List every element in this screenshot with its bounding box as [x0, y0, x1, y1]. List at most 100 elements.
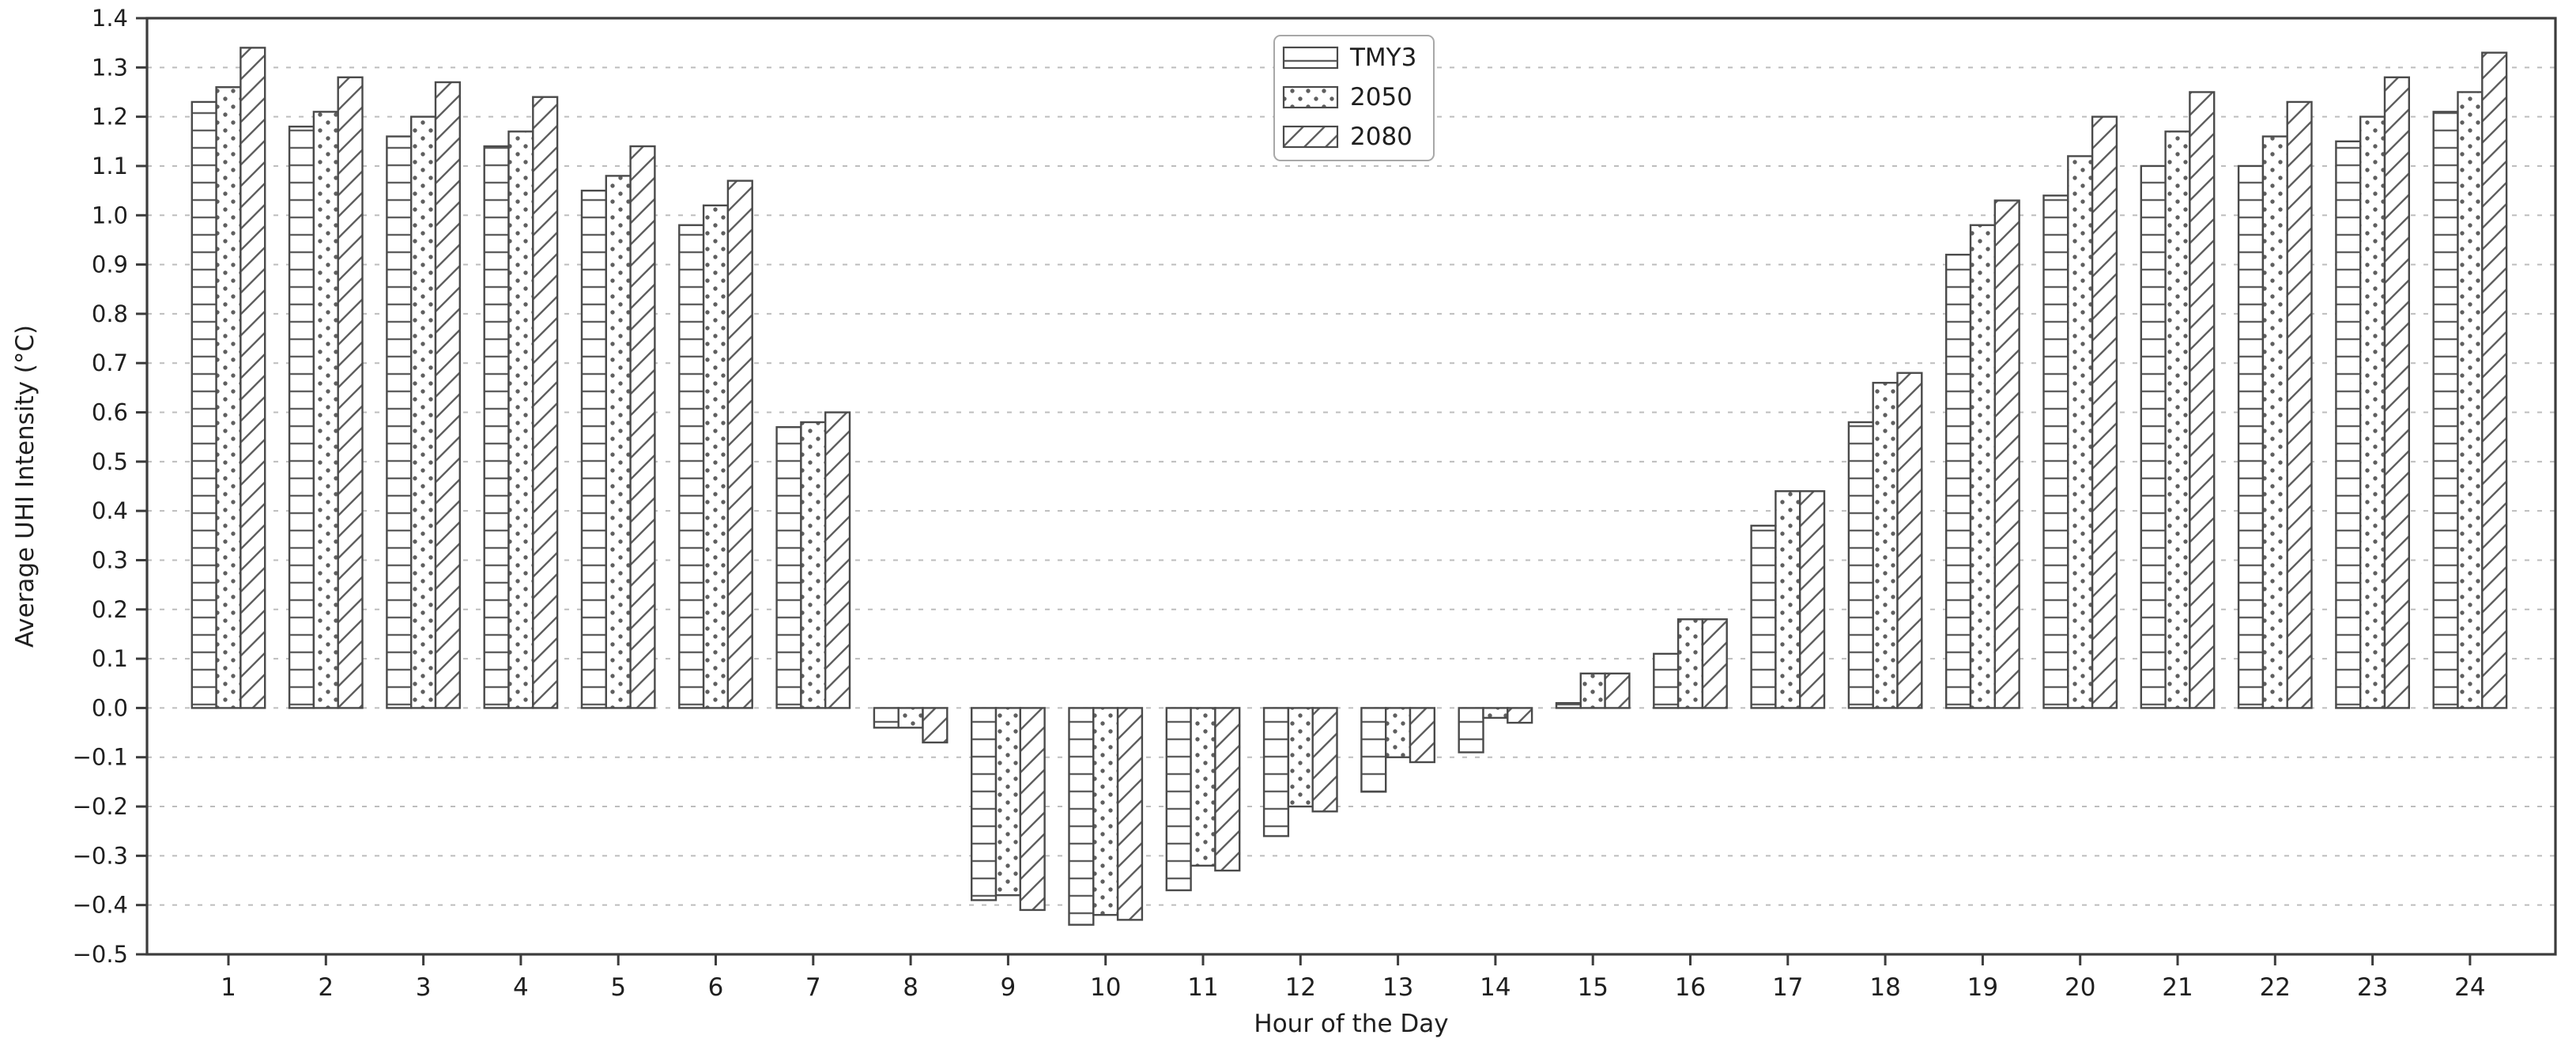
- bar-hour22-2080: [2286, 100, 2313, 709]
- bar-hour22-TMY3: [2237, 164, 2265, 709]
- y-axis-tick-label: 0.1: [92, 645, 128, 672]
- y-axis-tick-label: 0.7: [92, 349, 128, 376]
- bar-hour19-TMY3: [1944, 253, 1972, 709]
- bar-hour5-2080: [629, 145, 656, 709]
- x-axis-tick-label: 16: [1675, 973, 1706, 1002]
- bar-hour24-2050: [2457, 91, 2484, 709]
- y-axis-tick-label: −0.4: [73, 892, 128, 919]
- bar-hour18-2080: [1896, 372, 1923, 709]
- x-axis-tick-label: 14: [1480, 973, 1511, 1002]
- bar-hour15-2050: [1579, 672, 1606, 709]
- bar-hour11-2080: [1214, 707, 1241, 872]
- bar-hour19-2050: [1969, 224, 1996, 709]
- x-axis-tick-label: 22: [2260, 973, 2291, 1002]
- bar-hour13-2050: [1384, 707, 1412, 758]
- bar-hour21-2080: [2189, 91, 2216, 709]
- bar-hour16-2050: [1676, 618, 1704, 709]
- y-axis-tick-label: −0.5: [73, 941, 128, 968]
- x-axis-tick-label: 23: [2357, 973, 2388, 1002]
- bar-hour10-TMY3: [1068, 707, 1095, 926]
- bar-hour23-TMY3: [2335, 140, 2362, 709]
- bar-hour23-2080: [2383, 76, 2410, 709]
- x-axis-tick-label: 8: [903, 973, 918, 1002]
- bar-hour2-TMY3: [288, 125, 315, 709]
- bar-hour13-TMY3: [1360, 707, 1387, 793]
- bar-hour8-2050: [897, 707, 924, 729]
- x-axis-tick-label: 19: [1967, 973, 1998, 1002]
- legend-swatch-2050: [1282, 85, 1339, 109]
- bar-hour11-TMY3: [1165, 707, 1192, 892]
- y-axis-tick-label: 0.4: [92, 497, 128, 524]
- bar-hour6-2050: [702, 204, 730, 709]
- bar-hour4-2050: [507, 130, 534, 709]
- bar-hour9-TMY3: [970, 707, 998, 901]
- bar-hour8-TMY3: [873, 707, 900, 729]
- bar-hour20-2080: [2091, 115, 2118, 709]
- bar-hour2-2080: [337, 76, 364, 709]
- y-axis-tick-label: 0.0: [92, 694, 128, 721]
- bar-hour21-TMY3: [2140, 164, 2167, 709]
- bar-hour16-TMY3: [1653, 652, 1680, 709]
- y-axis-tick-label: −0.1: [73, 744, 128, 771]
- bar-hour7-2050: [800, 421, 827, 709]
- x-axis-tick-label: 20: [2065, 973, 2095, 1002]
- bar-hour1-2050: [215, 86, 242, 709]
- x-axis-tick-label: 15: [1577, 973, 1608, 1002]
- legend: TMY3 2050 2080: [1273, 35, 1435, 161]
- bar-hour15-TMY3: [1555, 701, 1582, 709]
- x-axis-tick-label: 5: [610, 973, 626, 1002]
- bar-hour19-2080: [1993, 199, 2020, 709]
- legend-item-label: 2050: [1350, 83, 1412, 111]
- bar-hour5-TMY3: [580, 189, 607, 709]
- x-axis-tick-label: 12: [1285, 973, 1316, 1002]
- x-axis-title: Hour of the Day: [1254, 1010, 1448, 1038]
- bar-hour17-TMY3: [1750, 524, 1777, 709]
- bar-hour3-2080: [434, 81, 461, 709]
- bar-hour14-TMY3: [1458, 707, 1484, 754]
- legend-item-label: TMY3: [1349, 43, 1416, 72]
- bar-hour13-2080: [1409, 707, 1435, 764]
- bar-hour5-2050: [605, 175, 632, 709]
- y-axis-tick-label: 1.4: [92, 5, 128, 32]
- bar-hour22-2050: [2261, 135, 2288, 709]
- x-axis-tick-label: 7: [805, 973, 821, 1002]
- y-axis-tick-label: 1.1: [92, 153, 128, 179]
- x-axis-tick-label: 18: [1869, 973, 1900, 1002]
- bar-hour21-2050: [2164, 130, 2191, 709]
- bar-hour3-2050: [410, 115, 437, 709]
- bar-hour16-2080: [1701, 618, 1728, 709]
- bar-hour1-TMY3: [190, 100, 217, 709]
- x-axis-tick-label: 4: [513, 973, 529, 1002]
- bar-hour20-TMY3: [2042, 195, 2069, 709]
- plot-border: [145, 17, 2557, 956]
- y-axis-tick-label: 0.5: [92, 448, 128, 475]
- y-axis-tick-label: 0.2: [92, 596, 128, 623]
- bar-hour12-2050: [1287, 707, 1314, 808]
- bar-hour20-2050: [2067, 155, 2094, 709]
- x-axis-tick-label: 10: [1090, 973, 1121, 1002]
- y-axis-tick-label: 0.9: [92, 251, 128, 278]
- bar-hour9-2080: [1019, 707, 1046, 912]
- x-axis-tick-label: 11: [1187, 973, 1218, 1002]
- bar-hour15-2080: [1604, 672, 1631, 709]
- bar-hour4-2080: [532, 96, 559, 709]
- bar-hour8-2080: [922, 707, 949, 744]
- bar-hour1-2080: [239, 47, 266, 709]
- bar-hour14-2080: [1507, 707, 1533, 724]
- bar-hour23-2050: [2359, 115, 2386, 709]
- y-axis-tick-label: 1.2: [92, 104, 128, 130]
- x-axis-tick-label: 21: [2162, 973, 2193, 1002]
- x-axis-tick-label: 2: [318, 973, 334, 1002]
- bar-hour7-2080: [824, 411, 851, 709]
- bar-hour24-TMY3: [2432, 111, 2459, 709]
- bar-hour24-2080: [2481, 51, 2508, 709]
- legend-swatch-TMY3: [1282, 46, 1339, 70]
- bar-hour4-TMY3: [483, 145, 510, 709]
- bar-hour12-2080: [1311, 707, 1338, 813]
- y-axis-tick-label: −0.2: [73, 793, 128, 820]
- y-axis-tick-label: 0.6: [92, 399, 128, 426]
- bar-hour9-2050: [994, 707, 1021, 897]
- y-axis-title: Average UHI Intensity (°C): [11, 325, 40, 648]
